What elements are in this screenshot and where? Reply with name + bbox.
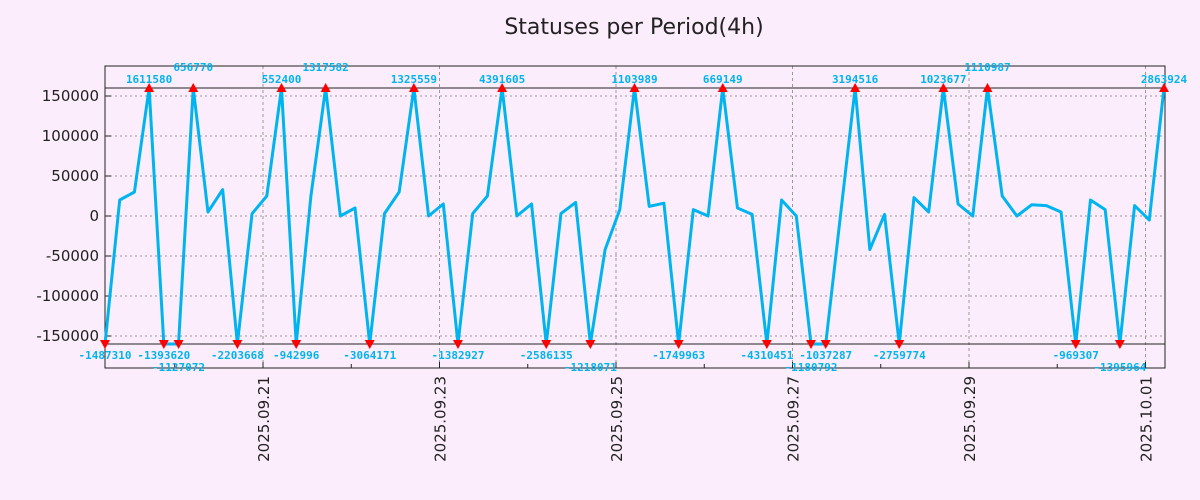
overflow-down-marker	[232, 340, 243, 349]
y-tick-label: 150000	[42, 87, 99, 105]
x-tick-label: 2025.09.23	[432, 376, 450, 462]
data-label: -2586135	[520, 349, 573, 362]
data-label: -2203668	[211, 349, 264, 362]
data-label: -1749963	[652, 349, 705, 362]
overflow-up-marker	[850, 83, 861, 92]
overflow-down-marker	[1114, 340, 1125, 349]
data-label: 1317582	[302, 61, 348, 74]
overflow-down-marker	[806, 340, 816, 349]
overflow-up-marker	[320, 83, 331, 92]
data-label: -1127072	[152, 361, 205, 374]
x-tick-label: 2025.09.29	[961, 376, 979, 462]
overflow-down-marker	[364, 340, 375, 349]
plot-frame	[104, 65, 1166, 369]
data-label: 3194516	[832, 73, 879, 86]
x-tick-label: 2025.10.01	[1138, 376, 1156, 462]
data-label: 4391605	[479, 73, 525, 86]
data-label: -1218071	[564, 361, 617, 374]
overflow-up-marker	[629, 83, 640, 92]
overflow-down-marker	[158, 340, 169, 349]
data-label: -4310451	[740, 349, 793, 362]
y-tick-label: -100000	[36, 287, 99, 305]
overflow-up-marker	[276, 83, 287, 92]
overflow-up-marker	[982, 83, 993, 92]
data-label: 1023677	[920, 73, 966, 86]
data-label: 656770	[173, 61, 213, 74]
data-label: -1180792	[785, 361, 838, 374]
data-label: -1395964	[1093, 361, 1146, 374]
overflow-down-marker	[173, 340, 184, 349]
overflow-down-marker	[761, 340, 772, 349]
data-label: 1103989	[611, 73, 657, 86]
data-label: 1110987	[964, 61, 1010, 74]
overflow-down-marker	[1070, 340, 1081, 349]
overflow-down-marker	[453, 340, 463, 349]
y-tick-label: 0	[89, 207, 99, 225]
overflow-up-marker	[497, 83, 508, 92]
y-tick-label: -150000	[36, 327, 99, 345]
data-label: -1487310	[79, 349, 132, 362]
overflow-down-marker	[541, 340, 552, 349]
data-label: 669149	[703, 73, 743, 86]
overflow-up-marker	[144, 83, 155, 92]
data-label: -3064171	[343, 349, 396, 362]
overflow-down-marker	[673, 340, 684, 349]
data-label: -2759774	[873, 349, 926, 362]
data-label: -969307	[1053, 349, 1099, 362]
data-label: 2863924	[1141, 73, 1188, 86]
data-label: 1611580	[126, 73, 172, 86]
x-tick-label: 2025.09.25	[608, 376, 626, 462]
overflow-down-marker	[585, 340, 596, 349]
x-tick-label: 2025.09.21	[255, 376, 273, 462]
overflow-up-marker	[1159, 83, 1169, 92]
data-label: 1325559	[391, 73, 437, 86]
x-tick-label: 2025.09.27	[785, 376, 803, 462]
overflow-down-marker	[820, 340, 831, 349]
y-tick-label: 50000	[51, 167, 99, 185]
data-label: -1382927	[432, 349, 485, 362]
data-label: -1037287	[799, 349, 852, 362]
overflow-up-marker	[938, 83, 949, 92]
y-tick-label: -50000	[46, 247, 99, 265]
overflow-down-marker	[291, 340, 302, 349]
data-label: 552400	[262, 73, 302, 86]
y-tick-label: 100000	[42, 127, 99, 145]
data-label: -1393620	[137, 349, 190, 362]
overflow-down-marker	[100, 340, 110, 349]
chart-title: Statuses per Period(4h)	[504, 15, 764, 40]
data-label: -942996	[273, 349, 320, 362]
overflow-up-marker	[717, 83, 728, 92]
overflow-up-marker	[188, 83, 199, 92]
overflow-down-marker	[894, 340, 905, 349]
overflow-up-marker	[408, 83, 419, 92]
